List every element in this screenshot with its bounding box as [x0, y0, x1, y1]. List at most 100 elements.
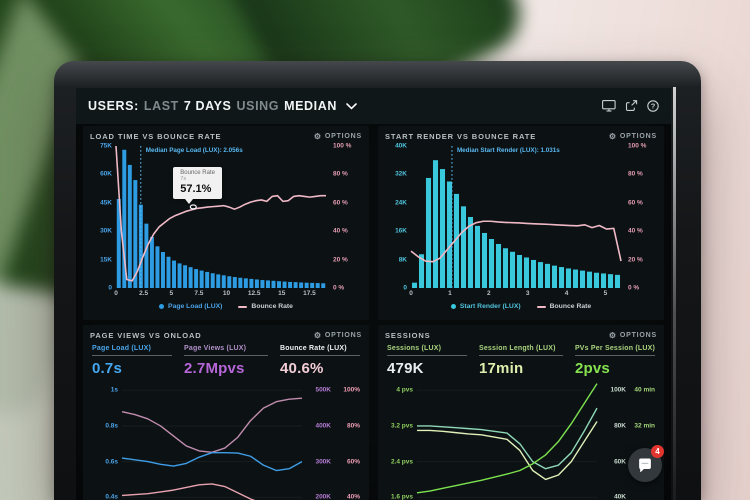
timeframe-selector[interactable]: USERS: LAST 7 DAYS USING MEDIAN [88, 99, 357, 113]
axis-label: 200K [315, 493, 331, 500]
left-axis: 1s 0.8s 0.6s 0.4s [92, 381, 122, 500]
x-tick-label: 5 [169, 290, 174, 297]
axis-label: 40K [614, 493, 626, 500]
load-time-chart: 75K 60K 45K 30K 15K 0 Median Page Load (LUX): … [83, 142, 369, 311]
x-tick-label: 3 [525, 290, 530, 297]
right-axis-row: 500K 100% [309, 387, 360, 394]
options-button[interactable]: ⚙ OPTIONS [314, 331, 362, 340]
legend-item: Page Load (LUX) [159, 303, 222, 310]
metric: Page Load (LUX) 0.7s [92, 345, 172, 377]
axis-label: 0.4s [105, 493, 118, 500]
x-tick-label: 5 [603, 290, 608, 297]
metric-label: Bounce Rate (LUX) [280, 345, 347, 352]
plot-area: Median Start Render (LUX): 1.031s [411, 146, 621, 288]
x-tick-label: 0 [114, 290, 118, 297]
help-icon[interactable]: ? [647, 100, 659, 112]
axis-label: 2.4 pvs [390, 458, 413, 466]
axis-label: 100% [343, 386, 360, 394]
axis-label: 24K [395, 199, 407, 207]
x-axis: 0 2.5 5 7.5 10 12.5 15 17.5 [114, 290, 326, 300]
header-title-segment: LAST [143, 99, 179, 113]
options-button[interactable]: ⚙ OPTIONS [609, 331, 657, 340]
chart-area: 4 pvs 3.2 pvs 2.4 pvs 1.6 pvs 100K 40 min 80K 3… [387, 381, 655, 500]
left-axis: 40K 32K 24K 16K 8K 0 [385, 142, 411, 292]
tooltip: Bounce Rate 7s 57.1% [173, 166, 222, 204]
metric-divider [478, 355, 563, 356]
metric: Sessions (LUX) 479K [387, 345, 467, 377]
header-title-segment: USERS: [88, 99, 139, 113]
panel-title: SESSIONS [385, 331, 431, 340]
metric-value: 479K [387, 360, 424, 377]
panel-header: START RENDER VS BOUNCE RATE ⚙ OPTIONS [378, 126, 664, 143]
axis-label: 100 % [628, 142, 647, 150]
panel-load-time: LOAD TIME VS BOUNCE RATE ⚙ OPTIONS 75K 60… [83, 126, 369, 320]
share-icon[interactable] [625, 100, 638, 112]
x-tick-label: 10 [222, 290, 231, 297]
axis-label: 0.6s [105, 458, 118, 466]
metric-value: 40.6% [280, 360, 324, 377]
display-icon[interactable] [602, 100, 616, 112]
options-label: OPTIONS [619, 332, 657, 339]
metrics-row: Page Load (LUX) 0.7s Page Views (LUX) 2.7Mp… [83, 342, 369, 377]
legend-label: Start Render (LUX) [459, 303, 521, 310]
gear-icon: ⚙ [608, 131, 617, 141]
panel-grid: LOAD TIME VS BOUNCE RATE ⚙ OPTIONS 75K 60… [76, 124, 671, 500]
axis-label: 60 % [628, 199, 643, 207]
metric-divider [574, 355, 655, 356]
legend-item: Bounce Rate [238, 303, 293, 310]
panel-page-views: PAGE VIEWS VS ONLOAD ⚙ OPTIONS Page Load… [83, 325, 369, 500]
metric-label: Page Load (LUX) [92, 345, 152, 352]
axis-label: 32 min [634, 422, 655, 430]
axis-label: 0.8s [105, 422, 118, 430]
metric-divider [92, 355, 172, 356]
axis-label: 45K [100, 199, 112, 207]
axis-label: 0 % [333, 284, 345, 292]
legend-marker-line [238, 305, 248, 308]
metric-value: 2.7Mpvs [184, 360, 245, 377]
panel-title: PAGE VIEWS VS ONLOAD [90, 331, 202, 340]
options-label: OPTIONS [324, 332, 362, 339]
header-icons: ? [602, 100, 659, 112]
notification-badge: 4 [651, 445, 664, 458]
axis-label: 75K [100, 142, 112, 150]
legend-label: Bounce Rate [549, 303, 592, 310]
x-tick-label: 17.5 [303, 290, 316, 297]
plot-area [122, 381, 302, 500]
axis-label: 3.2 pvs [390, 422, 413, 430]
axis-label: 32K [395, 170, 407, 178]
metric: Bounce Rate (LUX) 40.6% [280, 345, 360, 377]
svg-text:?: ? [651, 102, 656, 111]
axis-label: 500K [315, 386, 331, 394]
right-axis: 100 % 80 % 60 % 40 % 20 % 0 % [621, 142, 657, 292]
x-tick-label: 12.5 [247, 290, 261, 297]
left-axis: 4 pvs 3.2 pvs 2.4 pvs 1.6 pvs [387, 381, 417, 500]
chart-area: 75K 60K 45K 30K 15K 0 Median Page Load (LUX): … [90, 142, 362, 292]
axis-label: 40% [346, 493, 360, 500]
metric-divider [184, 355, 268, 356]
axis-label: 300K [315, 458, 331, 466]
axis-label: 80K [614, 422, 626, 430]
legend: Start Render (LUX) Bounce Rate [385, 303, 657, 310]
panel-start-render: START RENDER VS BOUNCE RATE ⚙ OPTIONS 40… [378, 126, 664, 320]
axis-label: 0 [403, 284, 407, 292]
legend-item: Bounce Rate [536, 303, 592, 310]
axis-label: 80 % [333, 170, 348, 178]
options-button[interactable]: ⚙ OPTIONS [608, 131, 657, 141]
axis-label: 40K [395, 142, 407, 150]
panel-title: START RENDER VS BOUNCE RATE [385, 132, 537, 141]
axis-label: 80 % [628, 170, 643, 178]
chat-button[interactable]: 4 [628, 445, 664, 482]
right-axis: 500K 100% 400K 80% 300K 60% 200K 40% [302, 381, 360, 500]
options-button[interactable]: ⚙ OPTIONS [314, 132, 362, 141]
legend-item: Start Render (LUX) [450, 303, 521, 310]
dashboard-screen: USERS: LAST 7 DAYS USING MEDIAN [76, 88, 671, 500]
median-annotation: Median Start Render (LUX): 1.031s [456, 147, 560, 154]
axis-label: 1s [110, 386, 118, 394]
right-axis-row: 200K 40% [309, 494, 360, 500]
x-tick-label: 15 [278, 290, 286, 297]
x-axis: 0 1 2 3 4 5 [409, 290, 621, 300]
plot-area [417, 381, 597, 500]
x-tick-label: 7.5 [194, 290, 204, 297]
metric-label: Session Length (LUX) [478, 345, 556, 352]
